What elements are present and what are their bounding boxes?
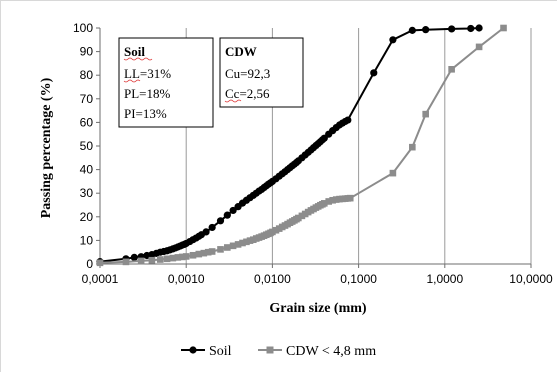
series-soil	[96, 24, 483, 266]
data-point-cdw-61	[422, 110, 429, 118]
data-point-cdw-13	[204, 248, 212, 256]
data-point-cdw-62	[448, 66, 455, 73]
data-point-soil-71	[422, 26, 430, 34]
data-point-soil-27	[229, 206, 237, 215]
x-tick-label-3: 0,1000	[340, 272, 377, 286]
annotation-cdw-title: CDW	[225, 44, 257, 59]
data-point-soil-74	[475, 24, 483, 32]
annotation-soil-title: Soil	[124, 44, 145, 59]
annotation-soil-line-1: LL=31%	[124, 66, 171, 81]
data-point-soil-26	[223, 211, 231, 219]
data-point-cdw-60	[409, 143, 416, 151]
data-point-soil-25	[216, 217, 225, 225]
x-tick-label-2: 0,0100	[254, 272, 291, 286]
data-point-cdw-59	[389, 169, 397, 177]
data-point-soil-69	[389, 36, 397, 44]
data-point-cdw-15	[217, 246, 224, 253]
data-point-cdw-9	[182, 253, 190, 260]
data-point-soil-67	[344, 116, 352, 124]
x-tick-label-5: 10,0000	[509, 272, 553, 286]
y-tick-label-3: 30	[80, 186, 94, 200]
annotation-soil-box: Soil LL=31% PL=18% PI=13%	[118, 37, 214, 128]
data-point-cdw-52	[329, 196, 336, 204]
tick-labels: 0 10 20 30 40 50 60 70 80 90 100 0,0001 0,0010 0,0100…	[73, 21, 553, 286]
y-tick-label-9: 90	[80, 45, 94, 59]
data-point-cdw-6	[169, 254, 177, 262]
x-tick-label-0: 0,0001	[82, 272, 119, 286]
data-point-cdw-40	[295, 214, 302, 222]
data-point-cdw-63	[475, 43, 483, 51]
data-point-soil-73	[467, 24, 475, 33]
data-point-cdw-14	[208, 248, 216, 255]
data-point-cdw-4	[156, 256, 164, 263]
annotation-soil-line-2: PL=18%	[124, 86, 171, 101]
data-point-soil-72	[448, 25, 456, 33]
data-point-cdw-58	[346, 194, 354, 202]
data-point-cdw-11	[195, 250, 203, 258]
axes	[96, 27, 532, 268]
data-point-cdw-64	[500, 24, 507, 32]
data-point-cdw-18	[234, 241, 242, 248]
y-tick-label-7: 70	[80, 92, 94, 106]
x-tick-label-1: 0,0010	[168, 272, 205, 286]
y-axis-label: Passing percentage (%)	[39, 77, 54, 218]
y-tick-label-5: 50	[80, 139, 94, 153]
data-point-cdw-2	[137, 257, 145, 265]
data-point-cdw-17	[229, 242, 237, 250]
data-point-soil-70	[408, 26, 416, 34]
y-tick-label-6: 60	[80, 115, 94, 129]
data-point-soil-24	[208, 223, 216, 232]
legend-cdw-label: CDW < 4,8 mm	[286, 344, 376, 359]
data-point-soil-23	[202, 228, 210, 236]
legend-item-cdw: CDW < 4,8 mm	[258, 344, 376, 359]
x-tick-label-4: 1,0000	[426, 272, 463, 286]
y-tick-label-10: 100	[73, 21, 93, 35]
data-point-cdw-12	[200, 249, 208, 257]
data-point-cdw-16	[224, 244, 231, 251]
data-point-cdw-0	[96, 259, 104, 267]
y-tick-label-4: 40	[80, 163, 94, 177]
data-point-cdw-10	[189, 251, 197, 259]
y-tick-label-2: 20	[80, 210, 94, 224]
y-tick-label-8: 80	[80, 68, 94, 82]
legend: Soil CDW < 4,8 mm	[181, 344, 376, 359]
data-point-cdw-3	[148, 256, 156, 264]
annotation-cdw-line-2: Cc=2,56	[225, 86, 270, 101]
series-layer	[96, 24, 507, 267]
data-point-cdw-8	[178, 253, 186, 261]
y-tick-label-0: 0	[86, 257, 93, 271]
annotation-cdw-box: CDW Cu=92,3 Cc=2,56	[219, 37, 304, 108]
data-point-cdw-20	[243, 238, 250, 246]
data-point-soil-68	[370, 69, 378, 77]
series-cdw	[96, 24, 507, 267]
annotation-cdw-line-1: Cu=92,3	[225, 66, 270, 81]
annotation-soil-line-3: PI=13%	[124, 106, 167, 121]
data-point-cdw-19	[239, 239, 246, 247]
x-axis-label: Grain size (mm)	[269, 301, 367, 316]
legend-soil-label: Soil	[209, 344, 232, 359]
data-point-cdw-50	[320, 200, 328, 207]
y-tick-label-1: 10	[80, 233, 94, 247]
legend-item-soil: Soil	[181, 344, 232, 359]
data-point-cdw-30	[269, 228, 276, 236]
data-point-cdw-7	[174, 254, 182, 261]
data-point-cdw-1	[122, 258, 130, 266]
data-point-cdw-51	[325, 198, 333, 205]
data-point-cdw-5	[163, 255, 171, 263]
data-point-soil-2	[130, 253, 138, 261]
